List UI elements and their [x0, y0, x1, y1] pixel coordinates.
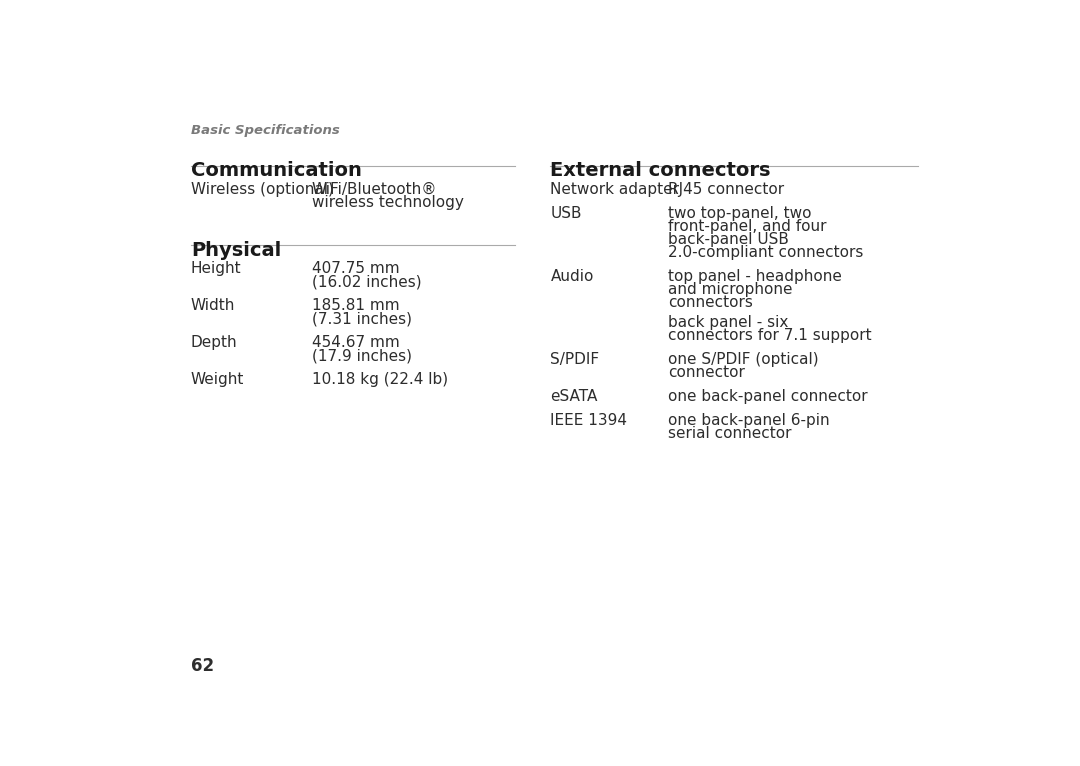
- Text: (17.9 inches): (17.9 inches): [312, 349, 411, 363]
- Text: Communication: Communication: [191, 161, 362, 180]
- Text: Width: Width: [191, 298, 235, 313]
- Text: (16.02 inches): (16.02 inches): [312, 274, 421, 290]
- Text: IEEE 1394: IEEE 1394: [551, 413, 627, 427]
- Text: back-panel USB: back-panel USB: [669, 232, 789, 247]
- Text: RJ45 connector: RJ45 connector: [669, 182, 784, 197]
- Text: External connectors: External connectors: [551, 161, 771, 180]
- Text: Physical: Physical: [191, 241, 281, 260]
- Text: Height: Height: [191, 261, 242, 277]
- Text: Basic Specifications: Basic Specifications: [191, 124, 339, 137]
- Text: front-panel, and four: front-panel, and four: [669, 219, 826, 234]
- Text: and microphone: and microphone: [669, 282, 793, 297]
- Text: Depth: Depth: [191, 336, 238, 350]
- Text: USB: USB: [551, 206, 582, 221]
- Text: connectors for 7.1 support: connectors for 7.1 support: [669, 328, 872, 343]
- Text: (7.31 inches): (7.31 inches): [312, 311, 411, 326]
- Text: S/PDIF: S/PDIF: [551, 352, 599, 367]
- Text: two top-panel, two: two top-panel, two: [669, 206, 812, 221]
- Text: connectors: connectors: [669, 295, 753, 310]
- Text: 185.81 mm: 185.81 mm: [312, 298, 400, 313]
- Text: 10.18 kg (22.4 lb): 10.18 kg (22.4 lb): [312, 372, 448, 387]
- Text: 62: 62: [191, 657, 214, 675]
- Text: Weight: Weight: [191, 372, 244, 387]
- Text: connector: connector: [669, 365, 745, 380]
- Text: eSATA: eSATA: [551, 389, 597, 404]
- Text: Wireless (optional): Wireless (optional): [191, 182, 334, 197]
- Text: top panel - headphone: top panel - headphone: [669, 269, 842, 284]
- Text: one back-panel connector: one back-panel connector: [669, 389, 868, 404]
- Text: one back-panel 6-pin: one back-panel 6-pin: [669, 413, 829, 427]
- Text: one S/PDIF (optical): one S/PDIF (optical): [669, 352, 819, 367]
- Text: WiFi/Bluetooth®: WiFi/Bluetooth®: [312, 182, 437, 197]
- Text: wireless technology: wireless technology: [312, 195, 463, 210]
- Text: 2.0-compliant connectors: 2.0-compliant connectors: [669, 245, 864, 260]
- Text: back panel - six: back panel - six: [669, 315, 788, 330]
- Text: 407.75 mm: 407.75 mm: [312, 261, 400, 277]
- Text: 454.67 mm: 454.67 mm: [312, 336, 400, 350]
- Text: Audio: Audio: [551, 269, 594, 284]
- Text: serial connector: serial connector: [669, 426, 792, 440]
- Text: Network adapter: Network adapter: [551, 182, 679, 197]
